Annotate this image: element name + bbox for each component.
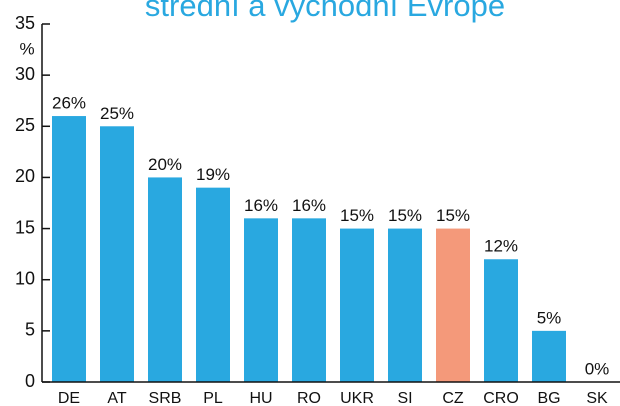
y-tick-label: 30 xyxy=(15,64,35,84)
x-tick-label: SI xyxy=(397,390,412,406)
x-tick-label: HU xyxy=(249,390,272,406)
bar xyxy=(292,218,326,382)
value-label: 16% xyxy=(244,196,278,215)
value-label: 16% xyxy=(292,196,326,215)
chart-title: střední a východní Evrope xyxy=(145,0,505,23)
y-tick-label: 5 xyxy=(25,320,35,340)
x-tick-label: RO xyxy=(297,390,321,406)
x-tick-label: DE xyxy=(58,390,80,406)
y-tick-label: 25 xyxy=(15,115,35,135)
value-label: 15% xyxy=(436,206,470,225)
value-label: 19% xyxy=(196,165,230,184)
y-tick-label: 15 xyxy=(15,217,35,237)
x-tick-label: AT xyxy=(107,390,126,406)
value-label: 26% xyxy=(52,94,86,113)
value-label: 25% xyxy=(100,104,134,123)
bar xyxy=(436,228,470,382)
bar xyxy=(148,177,182,382)
bar xyxy=(196,187,230,382)
value-label: 15% xyxy=(340,206,374,225)
y-tick-label: 0 xyxy=(25,371,35,391)
value-label: 5% xyxy=(537,308,562,327)
value-label: 20% xyxy=(148,155,182,174)
x-tick-label: BG xyxy=(537,390,560,406)
x-tick-label: SRB xyxy=(149,390,182,406)
x-tick-label: PL xyxy=(203,390,223,406)
x-tick-label: UKR xyxy=(340,390,374,406)
bar xyxy=(244,218,278,382)
x-tick-label: CZ xyxy=(442,390,464,406)
value-label: 0% xyxy=(585,359,610,378)
x-tick-label: SK xyxy=(586,390,608,406)
value-label: 12% xyxy=(484,237,518,256)
y-tick-label: 20 xyxy=(15,166,35,186)
y-axis-unit: % xyxy=(19,39,34,58)
y-tick-label: 10 xyxy=(15,268,35,288)
y-tick-label: 35 xyxy=(15,13,35,33)
x-tick-label: CRO xyxy=(483,390,519,406)
value-label: 15% xyxy=(388,206,422,225)
bar xyxy=(388,228,422,382)
bar xyxy=(532,330,566,382)
bar xyxy=(340,228,374,382)
bar xyxy=(484,259,518,382)
bar xyxy=(100,126,134,383)
bar xyxy=(52,116,86,383)
